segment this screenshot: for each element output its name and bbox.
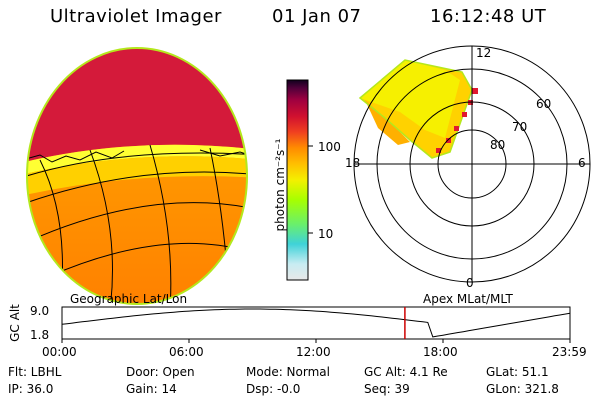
x-tick-1800: 18:00 — [423, 345, 458, 359]
info-flt: Flt: LBHL — [8, 365, 62, 379]
altitude-ymax: 9.0 — [30, 304, 50, 318]
apex-label: Apex MLat/MLT — [423, 292, 513, 306]
altitude-axis-label: GC Alt — [8, 304, 22, 342]
polar-label-18: 18 — [345, 156, 361, 170]
info-gc-alt: GC Alt: 4.1 Re — [364, 365, 448, 379]
observation-date: 01 Jan 07 — [272, 6, 362, 27]
polar-plot — [353, 45, 591, 283]
info-glon: GLon: 321.8 — [486, 382, 559, 396]
altitude-plot — [61, 306, 571, 343]
info-door: Door: Open — [126, 365, 195, 379]
info-glat: GLat: 51.1 — [486, 365, 549, 379]
info-dsp: Dsp: -0.0 — [246, 382, 301, 396]
colorbar — [286, 79, 309, 281]
observation-time: 16:12:48 UT — [430, 6, 547, 27]
x-tick-1200: 12:00 — [296, 345, 331, 359]
info-gain: Gain: 14 — [126, 382, 177, 396]
polar-label-0: 0 — [466, 276, 474, 290]
colorbar-label-100: 100 — [318, 140, 341, 154]
polar-label-12: 12 — [476, 46, 492, 60]
geographic-label: Geographic Lat/Lon — [70, 292, 188, 306]
colorbar-label-10: 10 — [318, 227, 334, 241]
info-seq: Seq: 39 — [364, 382, 410, 396]
altitude-ymin: 1.8 — [30, 328, 50, 342]
info-mode: Mode: Normal — [246, 365, 330, 379]
geographic-image — [27, 48, 247, 304]
altitude-curve — [61, 308, 571, 338]
x-tick-2359: 23:59 — [552, 345, 587, 359]
x-tick-0600: 06:00 — [169, 345, 204, 359]
polar-lat-60: 60 — [536, 97, 552, 111]
disk-limb — [26, 47, 248, 305]
info-ip: IP: 36.0 — [8, 382, 54, 396]
coastlines — [27, 149, 247, 163]
polar-lat-80: 80 — [490, 138, 506, 152]
colorbar-unit-label: photon cm⁻²s⁻¹ — [273, 138, 287, 232]
x-tick-0000: 00:00 — [42, 345, 77, 359]
polar-label-6: 6 — [578, 156, 586, 170]
polar-lat-70: 70 — [512, 120, 528, 134]
instrument-title: Ultraviolet Imager — [50, 6, 222, 27]
